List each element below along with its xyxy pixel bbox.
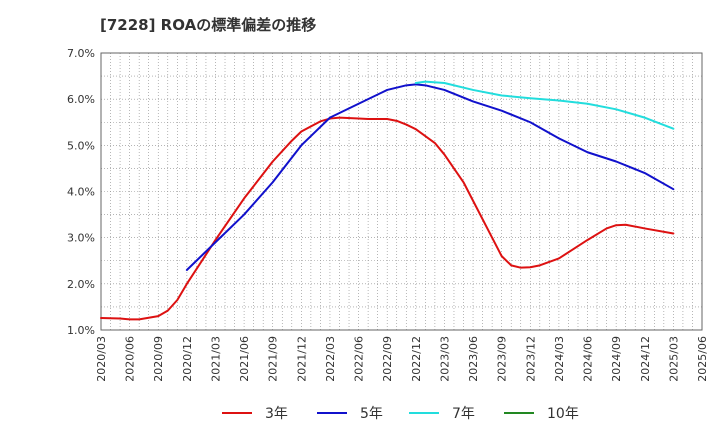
x-tick-label: 2022/03	[324, 336, 337, 382]
y-tick-label: 2.0%	[67, 278, 95, 291]
x-tick-label: 2022/12	[410, 336, 423, 382]
axis-layer: 1.0% 2.0% 3.0% 4.0% 5.0% 6.0% 7.0% 2020/03 2020/…	[67, 47, 709, 382]
x-tick-label: 2022/06	[353, 336, 366, 382]
y-tick-label: 1.0%	[67, 324, 95, 337]
x-tick-label: 2025/03	[667, 336, 680, 382]
x-tick-label: 2025/06	[696, 336, 709, 382]
legend-label: 3年	[265, 406, 288, 422]
y-tick-label: 4.0%	[67, 186, 95, 199]
x-tick-label: 2020/03	[95, 336, 108, 382]
x-tick-label: 2024/12	[639, 336, 652, 382]
legend: 3年 5年 7年 10年	[222, 406, 579, 422]
plot-frame	[100, 52, 703, 331]
x-tick-label: 2023/09	[496, 336, 509, 382]
x-tick-label: 2021/03	[209, 336, 222, 382]
y-tick-label: 6.0%	[67, 93, 95, 106]
x-tick-label: 2024/09	[610, 336, 623, 382]
legend-label: 7年	[452, 406, 475, 422]
legend-label: 10年	[547, 406, 579, 422]
x-tick-label: 2022/09	[381, 336, 394, 382]
x-tick-label: 2024/03	[553, 336, 566, 382]
x-tick-label: 2024/06	[582, 336, 595, 382]
y-tick-label: 3.0%	[67, 232, 95, 245]
x-tick-label: 2023/12	[524, 336, 537, 382]
x-tick-label: 2020/06	[124, 336, 137, 382]
x-tick-label: 2023/03	[438, 336, 451, 382]
x-tick-label: 2023/06	[467, 336, 480, 382]
series-layer	[100, 80, 675, 321]
legend-label: 5年	[360, 406, 383, 422]
x-tick-label: 2021/09	[267, 336, 280, 382]
x-tick-label: 2021/06	[238, 336, 251, 382]
y-tick-label: 7.0%	[67, 47, 95, 60]
x-tick-label: 2021/12	[295, 336, 308, 382]
x-tick-label: 2020/12	[181, 336, 194, 382]
series-line-0	[100, 116, 675, 321]
chart-title: [7228] ROAの標準偏差の推移	[100, 16, 317, 34]
y-tick-label: 5.0%	[67, 139, 95, 152]
grid-layer	[101, 53, 702, 330]
x-tick-label: 2020/09	[152, 336, 165, 382]
series-line-2	[414, 80, 675, 130]
series-line-1	[185, 83, 675, 271]
